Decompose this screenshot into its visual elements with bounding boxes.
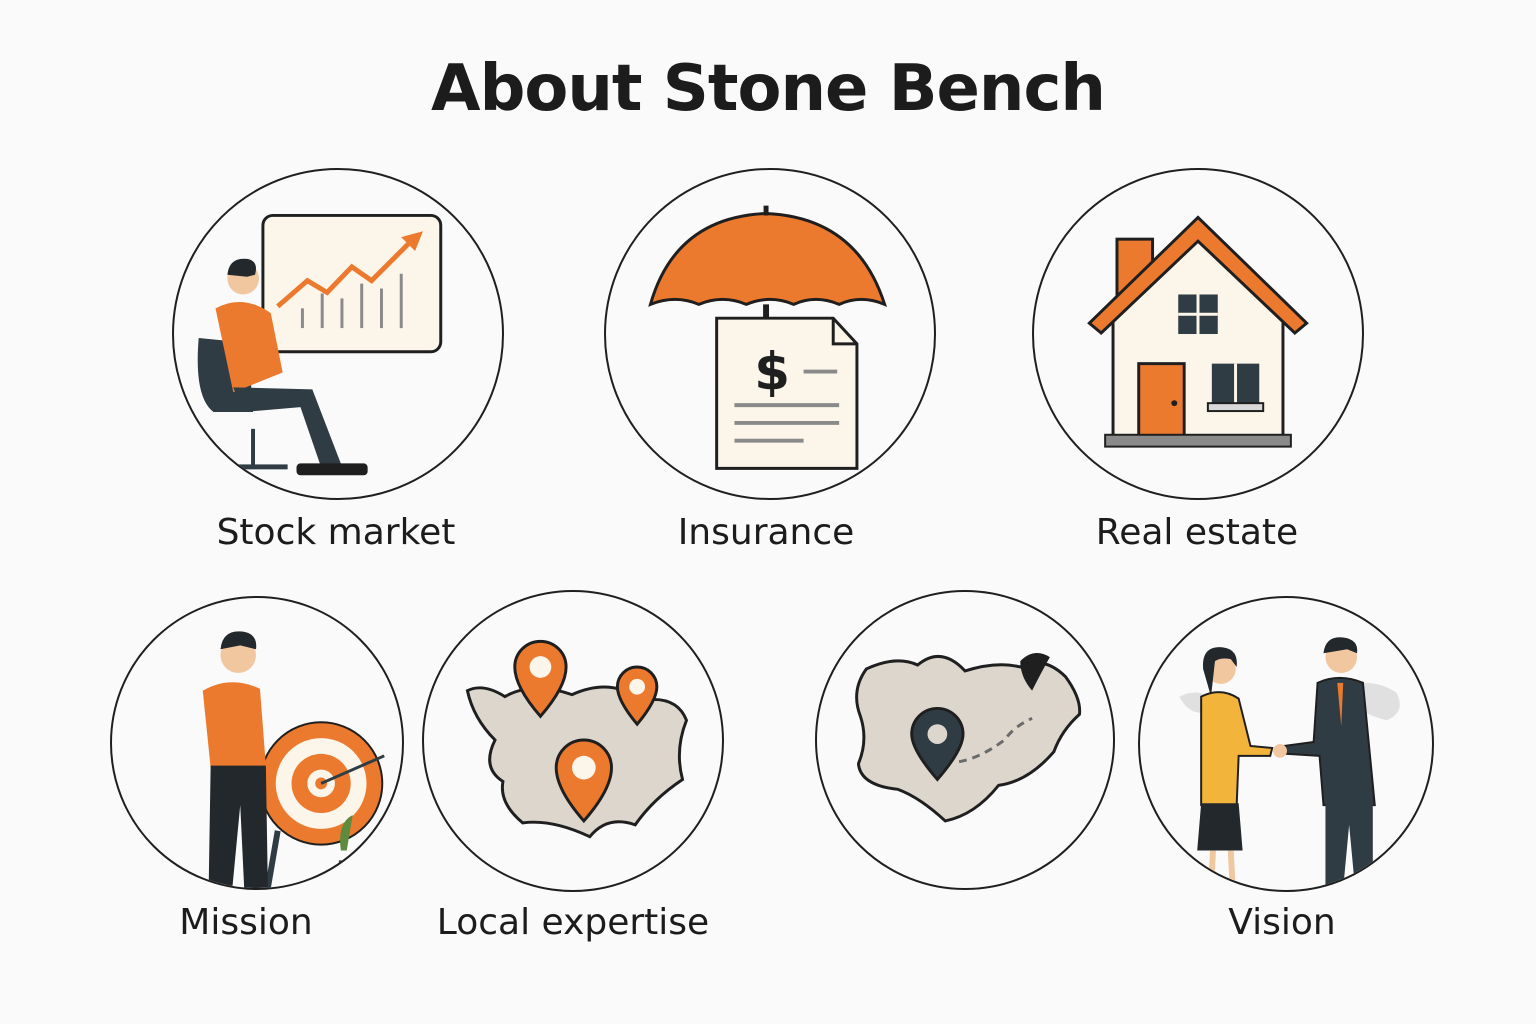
insurance-circle: $ bbox=[604, 168, 936, 500]
label-stock-market: Stock market bbox=[216, 512, 456, 553]
umbrella-document-icon: $ bbox=[648, 205, 887, 470]
map-route-icon bbox=[855, 653, 1082, 823]
mission-circle bbox=[110, 596, 404, 890]
real-estate-circle bbox=[1032, 168, 1364, 500]
page-title: About Stone Bench bbox=[431, 52, 1106, 126]
stock-market-circle bbox=[172, 168, 504, 500]
handshake-icon bbox=[1179, 637, 1400, 889]
map-pins-icon bbox=[465, 639, 689, 839]
label-vision: Vision bbox=[1228, 902, 1336, 943]
label-mission: Mission bbox=[179, 902, 313, 943]
stock-chart-icon bbox=[197, 213, 443, 476]
map-route-circle bbox=[815, 590, 1115, 890]
svg-text:$: $ bbox=[754, 342, 790, 402]
target-person-icon bbox=[202, 631, 385, 888]
local-expertise-circle bbox=[422, 590, 724, 892]
house-icon bbox=[1087, 215, 1309, 448]
label-real-estate: Real estate bbox=[1095, 512, 1299, 553]
vision-circle bbox=[1138, 596, 1434, 892]
label-insurance: Insurance bbox=[677, 512, 855, 553]
label-local-expertise: Local expertise bbox=[436, 902, 710, 943]
